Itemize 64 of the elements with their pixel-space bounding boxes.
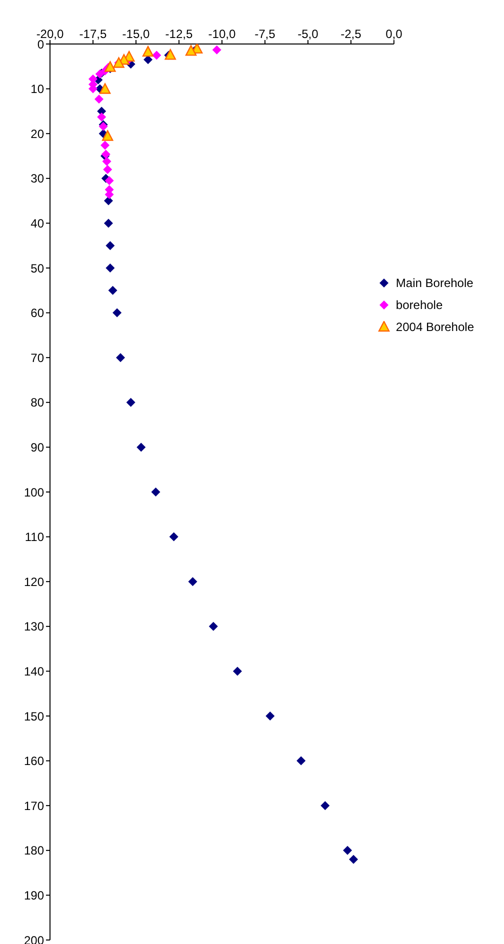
point [104,61,116,72]
legend-label: Main Borehole [396,276,474,290]
y-tick-label: 30 [30,172,44,186]
point [349,854,358,864]
y-tick-label: 160 [24,754,44,768]
y-tick-label: 20 [30,126,44,141]
point [126,398,136,407]
y-tick-label: 140 [24,664,44,678]
point [103,164,112,174]
point [102,130,114,141]
point [152,50,162,60]
point [106,241,115,250]
y-tick-label: 90 [30,440,44,454]
point [342,846,352,855]
point [185,45,197,56]
x-tick-label: -10,0 [208,27,236,41]
y-tick-label: 50 [30,261,44,276]
point [208,622,218,631]
x-tick-label: -12,5 [165,27,193,41]
legend-label: borehole [396,298,443,312]
point [142,46,154,57]
y-tick-label: 200 [24,933,44,944]
point [232,666,242,676]
point [212,45,222,54]
point [97,112,106,122]
legend-label: 2004 Borehole [396,320,474,334]
x-tick-label: -17,5 [79,27,107,41]
y-tick-label: 180 [24,844,44,858]
point [169,532,178,542]
point [106,264,115,272]
x-tick-label: -5,0 [298,27,319,41]
point [100,140,110,150]
point [112,308,122,318]
point [94,94,104,104]
x-tick-label: -15,0 [122,27,150,41]
y-tick-label: 10 [30,82,44,96]
y-tick-label: 70 [30,350,44,365]
point [151,488,160,496]
y-tick-label: 80 [30,396,44,410]
point [164,49,176,60]
y-tick-label: 190 [24,888,44,902]
point [104,196,113,206]
point [116,353,126,362]
point [136,442,146,452]
x-tick-label: -7,5 [254,27,276,41]
y-tick-label: 40 [30,216,44,230]
y-tick-label: 130 [24,620,44,634]
point [104,176,114,186]
point [102,156,112,166]
y-tick-label: 110 [24,530,44,544]
point [99,83,111,94]
y-tick-label: 120 [24,574,44,589]
x-tick-label: 0,0 [386,27,403,41]
point [320,801,330,810]
x-tick-label: -2,5 [340,27,362,41]
y-tick-label: 150 [24,709,44,724]
point [266,712,275,720]
y-tick-label: 100 [24,485,44,500]
point [296,756,306,766]
point [104,218,113,228]
point [188,577,198,586]
y-tick-label: 170 [24,798,44,813]
point [108,286,118,295]
y-tick-label: 60 [30,306,44,320]
